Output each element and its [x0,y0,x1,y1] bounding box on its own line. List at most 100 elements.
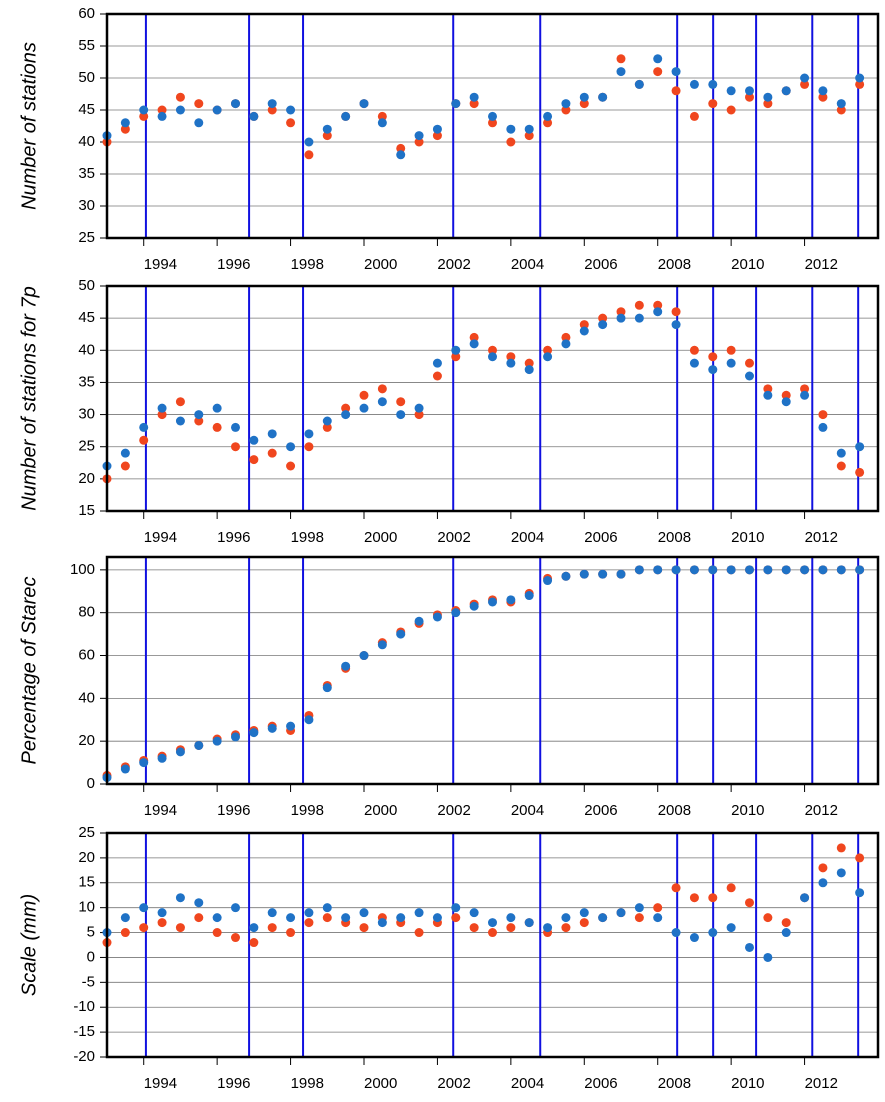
point [377,640,387,650]
point [396,150,406,160]
point [763,952,773,962]
point [745,92,754,102]
point [836,105,846,115]
point [818,92,828,102]
point [120,913,130,923]
point [506,923,516,933]
point [139,105,149,115]
x-tick-label: 2008 [658,256,691,273]
point [194,898,204,908]
point [120,124,130,134]
point [194,99,204,109]
point [543,923,553,933]
point [671,86,681,96]
point [286,461,296,471]
y-tick-label: 20 [78,470,95,487]
x-tick-label: 2010 [731,529,764,546]
point [377,397,387,407]
point [800,73,810,83]
point [322,124,332,134]
point [249,938,259,948]
point [800,79,810,89]
point [726,883,736,893]
point [322,422,332,432]
point [561,339,571,349]
point [634,565,644,575]
point [212,105,222,115]
x-tick-label: 2010 [731,802,764,819]
point [598,313,608,323]
point [745,86,754,96]
point [818,422,828,432]
point [818,86,828,96]
point [267,448,277,458]
y-axis-label: Number of stations [18,42,40,210]
point [836,448,846,458]
y-tick-label: 0 [87,948,95,965]
point [488,345,497,355]
point [708,79,718,89]
point [579,908,589,918]
point [267,99,277,109]
point [671,67,681,77]
point [579,320,589,330]
x-tick-label: 2008 [658,529,691,546]
x-tick-label: 1994 [144,256,177,273]
point [855,73,865,83]
point [836,461,846,471]
x-tick-label: 2012 [805,802,838,819]
point [212,403,222,413]
point [763,390,773,400]
point [598,913,608,923]
point [120,461,130,471]
point [726,86,736,96]
point [414,137,424,147]
point [800,384,810,394]
point [818,410,828,420]
point [524,918,534,928]
point [286,105,296,115]
point [249,455,259,465]
y-tick-label: 30 [78,197,95,214]
point [414,410,424,420]
point [286,928,296,938]
point [120,764,130,774]
point [157,753,167,763]
x-tick-label: 2002 [437,802,470,819]
point [304,137,314,147]
point [708,893,718,903]
point [175,397,185,407]
plot-frame [105,831,880,1059]
point [598,569,608,579]
point [120,928,130,938]
x-tick-label: 2002 [437,529,470,546]
point [175,416,185,426]
panel: -20 -15 -10 -5 0 5 10 15 20 25 1994 1996 1998 2000 200… [18,824,880,1092]
point [451,99,461,109]
point [451,352,461,362]
point [396,143,406,153]
point [579,326,589,336]
y-tick-label: -10 [73,998,95,1015]
point [359,403,369,413]
point [689,893,699,903]
point [267,923,277,933]
point [231,933,240,943]
point [634,913,644,923]
x-tick-label: 2006 [584,256,617,273]
point [469,92,479,102]
point [763,92,773,102]
point [322,416,332,426]
x-tick-label: 1998 [291,529,324,546]
x-tick-label: 2000 [364,529,397,546]
point [579,569,589,579]
point [524,124,534,134]
point [341,913,351,923]
point [653,913,663,923]
y-tick-label: -15 [73,1023,95,1040]
point [561,332,571,342]
x-tick-label: 1994 [144,529,177,546]
point [322,903,332,913]
point [616,67,626,77]
y-tick-label: 80 [78,604,95,621]
